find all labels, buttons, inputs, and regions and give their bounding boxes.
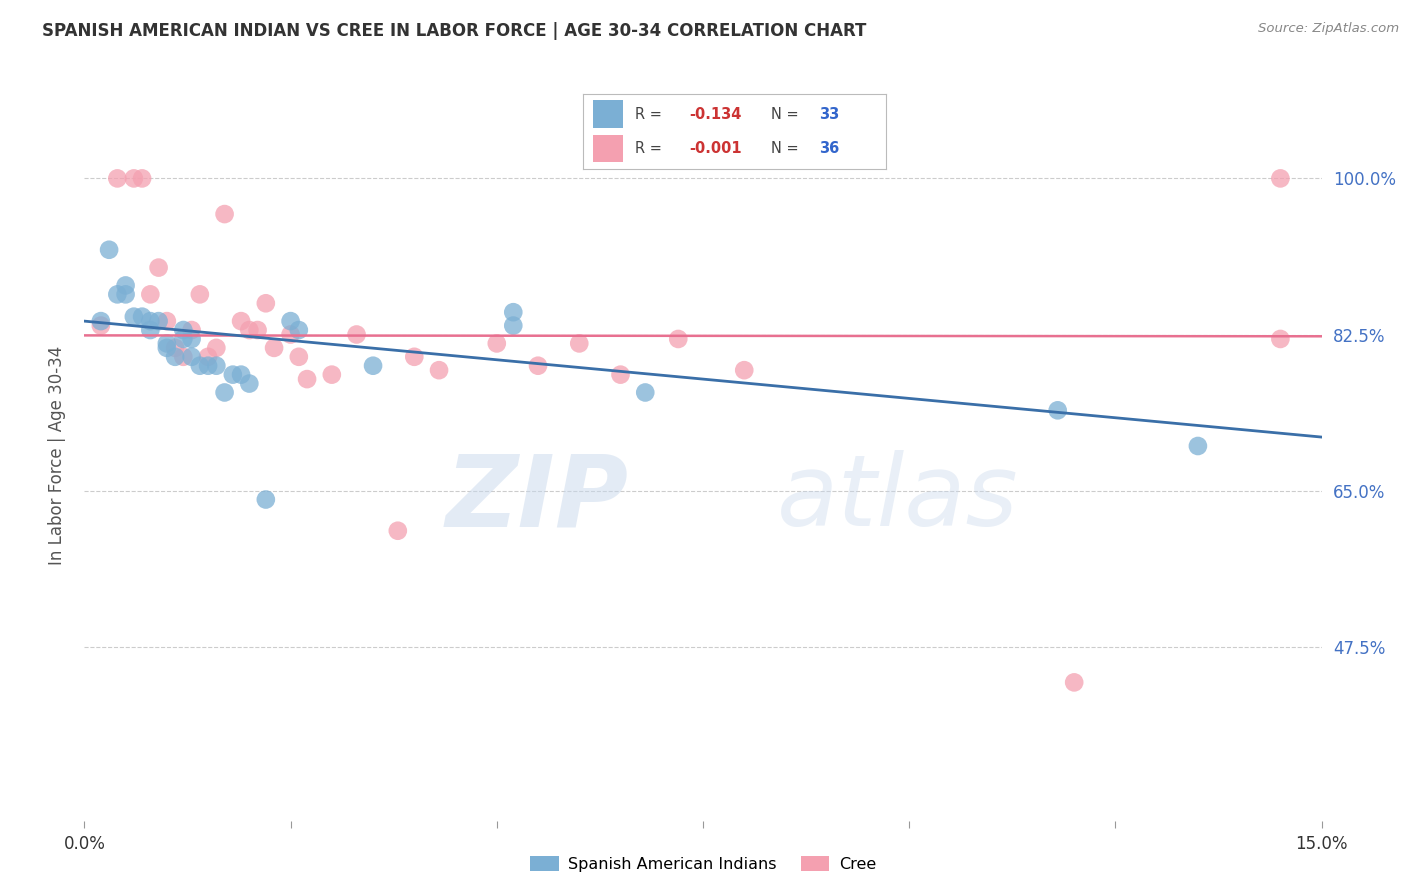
Point — [238, 323, 260, 337]
Point — [288, 350, 311, 364]
Point — [180, 332, 202, 346]
Point — [148, 314, 170, 328]
Point — [205, 359, 228, 373]
Point — [485, 336, 508, 351]
Point — [188, 359, 211, 373]
Text: R =: R = — [636, 107, 666, 121]
Point — [114, 287, 136, 301]
Text: Source: ZipAtlas.com: Source: ZipAtlas.com — [1258, 22, 1399, 36]
Point — [172, 332, 194, 346]
Point — [131, 171, 153, 186]
Point — [609, 368, 631, 382]
Point — [139, 287, 162, 301]
Point — [90, 318, 112, 333]
Point — [214, 207, 236, 221]
Point — [568, 336, 591, 351]
Point — [114, 278, 136, 293]
Point — [90, 314, 112, 328]
Legend: Spanish American Indians, Cree: Spanish American Indians, Cree — [523, 850, 883, 879]
Point — [165, 350, 187, 364]
Text: R =: R = — [636, 141, 666, 156]
Point — [254, 492, 277, 507]
Point — [1270, 171, 1292, 186]
Point — [180, 350, 202, 364]
Point — [105, 287, 128, 301]
Point — [527, 359, 550, 373]
Point — [139, 323, 162, 337]
Point — [122, 171, 145, 186]
Point — [634, 385, 657, 400]
Text: atlas: atlas — [778, 450, 1019, 548]
Point — [502, 318, 524, 333]
Point — [404, 350, 426, 364]
Y-axis label: In Labor Force | Age 30-34: In Labor Force | Age 30-34 — [48, 345, 66, 565]
Text: -0.134: -0.134 — [689, 107, 742, 121]
FancyBboxPatch shape — [592, 135, 623, 161]
Point — [1187, 439, 1209, 453]
Point — [148, 260, 170, 275]
Point — [188, 287, 211, 301]
Point — [229, 314, 252, 328]
Point — [263, 341, 285, 355]
Point — [254, 296, 277, 310]
Point — [122, 310, 145, 324]
Point — [295, 372, 318, 386]
Point — [98, 243, 121, 257]
Text: 36: 36 — [820, 141, 839, 156]
Point — [502, 305, 524, 319]
Point — [165, 341, 187, 355]
Point — [288, 323, 311, 337]
Point — [387, 524, 409, 538]
Point — [197, 350, 219, 364]
Point — [156, 341, 179, 355]
Text: ZIP: ZIP — [446, 450, 628, 548]
FancyBboxPatch shape — [592, 101, 623, 128]
Point — [346, 327, 368, 342]
Point — [172, 350, 194, 364]
Point — [733, 363, 755, 377]
Point — [280, 327, 302, 342]
Point — [156, 336, 179, 351]
Text: N =: N = — [770, 141, 803, 156]
Point — [156, 314, 179, 328]
Point — [214, 385, 236, 400]
Point — [229, 368, 252, 382]
Point — [1270, 332, 1292, 346]
Point — [139, 314, 162, 328]
Point — [321, 368, 343, 382]
Text: -0.001: -0.001 — [689, 141, 742, 156]
Point — [238, 376, 260, 391]
Point — [361, 359, 384, 373]
Point — [131, 310, 153, 324]
Point — [105, 171, 128, 186]
Point — [427, 363, 450, 377]
Text: 33: 33 — [820, 107, 839, 121]
Point — [1046, 403, 1069, 417]
Point — [666, 332, 689, 346]
Point — [180, 323, 202, 337]
Point — [222, 368, 245, 382]
Point — [280, 314, 302, 328]
Point — [1063, 675, 1085, 690]
Point — [205, 341, 228, 355]
Text: N =: N = — [770, 107, 803, 121]
Text: SPANISH AMERICAN INDIAN VS CREE IN LABOR FORCE | AGE 30-34 CORRELATION CHART: SPANISH AMERICAN INDIAN VS CREE IN LABOR… — [42, 22, 866, 40]
Point — [197, 359, 219, 373]
Point — [246, 323, 269, 337]
Point — [172, 323, 194, 337]
